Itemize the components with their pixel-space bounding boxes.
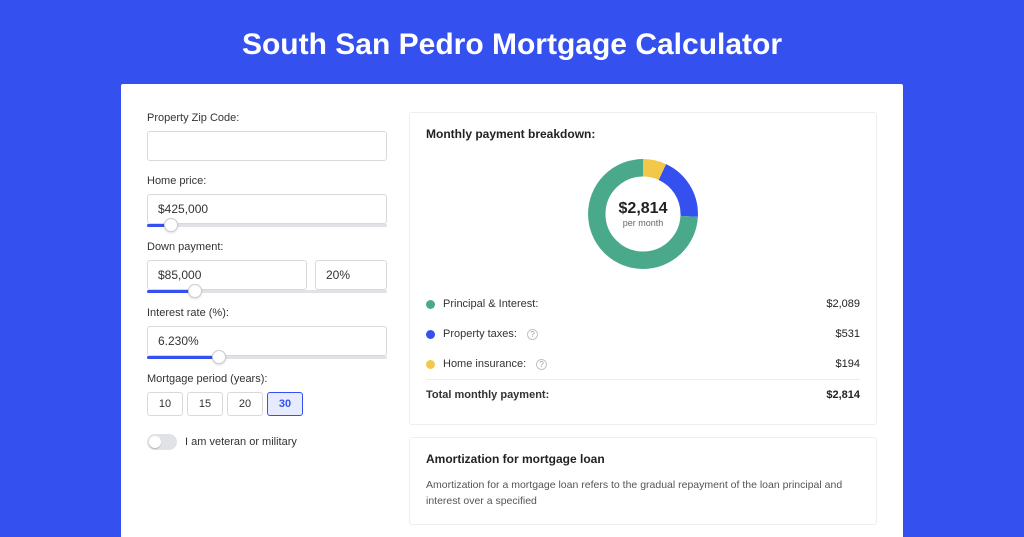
legend-value: $194	[836, 358, 860, 370]
amortization-body: Amortization for a mortgage loan refers …	[426, 478, 860, 510]
legend-dot	[426, 300, 435, 309]
home-price-input[interactable]	[147, 194, 387, 224]
slider-thumb[interactable]	[164, 218, 178, 232]
donut-amount: $2,814	[619, 200, 668, 218]
period-option-15[interactable]: 15	[187, 392, 223, 416]
legend-value: $531	[836, 328, 860, 340]
veteran-toggle-row: I am veteran or military	[147, 434, 387, 450]
interest-rate-field: Interest rate (%):	[147, 307, 387, 359]
down-payment-pct-input[interactable]	[315, 260, 387, 290]
total-label: Total monthly payment:	[426, 389, 549, 401]
legend-label: Property taxes:	[443, 328, 517, 340]
legend-dot	[426, 330, 435, 339]
inputs-column: Property Zip Code: Home price: Down paym…	[147, 112, 387, 537]
zip-label: Property Zip Code:	[147, 112, 387, 124]
toggle-knob	[149, 436, 161, 448]
legend-row: Property taxes:? $531	[426, 319, 860, 349]
total-value: $2,814	[826, 389, 860, 401]
calculator-card: Property Zip Code: Home price: Down paym…	[121, 84, 903, 537]
period-option-10[interactable]: 10	[147, 392, 183, 416]
legend-row: Principal & Interest: $2,089	[426, 289, 860, 319]
zip-field: Property Zip Code:	[147, 112, 387, 161]
period-option-20[interactable]: 20	[227, 392, 263, 416]
down-payment-slider[interactable]	[147, 290, 387, 293]
legend-value: $2,089	[826, 298, 860, 310]
down-payment-input[interactable]	[147, 260, 307, 290]
down-payment-field: Down payment:	[147, 241, 387, 293]
home-price-slider[interactable]	[147, 224, 387, 227]
period-label: Mortgage period (years):	[147, 373, 387, 385]
amortization-title: Amortization for mortgage loan	[426, 452, 860, 466]
page-title: South San Pedro Mortgage Calculator	[0, 0, 1024, 84]
help-icon[interactable]: ?	[536, 359, 547, 370]
slider-thumb[interactable]	[212, 350, 226, 364]
legend-total-row: Total monthly payment: $2,814	[426, 379, 860, 410]
interest-rate-slider[interactable]	[147, 356, 387, 359]
zip-input[interactable]	[147, 131, 387, 161]
legend: Principal & Interest: $2,089 Property taxe…	[426, 289, 860, 379]
donut-chart: $2,814 per month	[582, 153, 704, 275]
donut-wrap: $2,814 per month	[426, 153, 860, 275]
interest-rate-label: Interest rate (%):	[147, 307, 387, 319]
results-column: Monthly payment breakdown: $2,814 per mo…	[409, 112, 877, 537]
help-icon[interactable]: ?	[527, 329, 538, 340]
home-price-field: Home price:	[147, 175, 387, 227]
legend-label: Home insurance:	[443, 358, 526, 370]
down-payment-label: Down payment:	[147, 241, 387, 253]
interest-rate-input[interactable]	[147, 326, 387, 356]
legend-label: Principal & Interest:	[443, 298, 538, 310]
veteran-toggle[interactable]	[147, 434, 177, 450]
amortization-panel: Amortization for mortgage loan Amortizat…	[409, 437, 877, 525]
legend-row: Home insurance:? $194	[426, 349, 860, 379]
breakdown-panel: Monthly payment breakdown: $2,814 per mo…	[409, 112, 877, 425]
period-option-30[interactable]: 30	[267, 392, 303, 416]
period-field: Mortgage period (years): 10152030	[147, 373, 387, 416]
donut-center: $2,814 per month	[582, 153, 704, 275]
legend-dot	[426, 360, 435, 369]
donut-sub: per month	[623, 218, 664, 228]
veteran-label: I am veteran or military	[185, 436, 297, 448]
breakdown-title: Monthly payment breakdown:	[426, 127, 860, 141]
slider-thumb[interactable]	[188, 284, 202, 298]
home-price-label: Home price:	[147, 175, 387, 187]
